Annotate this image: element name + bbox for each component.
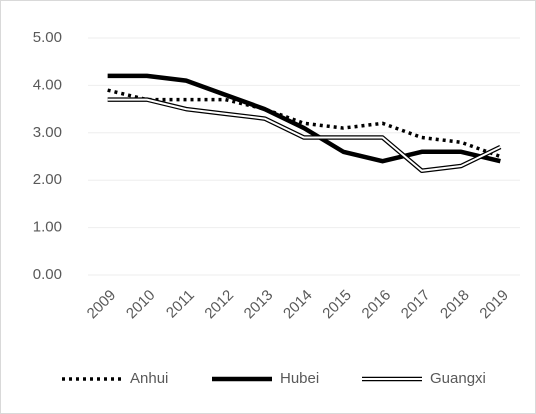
y-tick-label: 4.00 (33, 76, 62, 93)
series-line (107, 73, 501, 164)
legend-label: Hubei (280, 370, 319, 387)
legend-label: Anhui (130, 370, 168, 387)
legend-label: Guangxi (430, 370, 486, 387)
y-tick-label: 1.00 (33, 219, 62, 236)
y-tick-label: 0.00 (33, 266, 62, 283)
y-tick-label: 5.00 (33, 29, 62, 46)
y-tick-label: 3.00 (33, 124, 62, 141)
series-line-inner (107, 98, 501, 172)
y-tick-label: 2.00 (33, 171, 62, 188)
